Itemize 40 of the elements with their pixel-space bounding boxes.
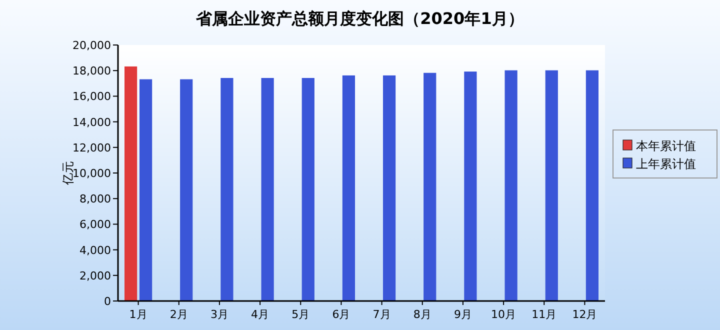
x-tick-label: 3月 (210, 308, 228, 321)
bar (139, 79, 152, 302)
x-tick-label: 7月 (372, 308, 391, 321)
y-tick-label: 16,000 (72, 90, 111, 104)
bar (545, 70, 558, 302)
y-tick-label: 12,000 (72, 141, 111, 154)
y-axis-title: 亿元 (61, 161, 75, 186)
bar (586, 70, 599, 302)
x-tick-label: 11月 (532, 308, 557, 321)
legend-label: 本年累计值 (636, 139, 696, 153)
y-tick-label: 2,000 (80, 269, 111, 282)
bar (382, 75, 396, 302)
y-tick-label: 10,000 (72, 167, 111, 180)
x-tick-label: 2月 (170, 308, 188, 321)
x-tick-label: 5月 (292, 308, 310, 321)
y-tick-label: 18,000 (72, 64, 111, 78)
y-tick-label: 20,000 (72, 39, 111, 52)
y-tick-label: 4,000 (80, 244, 111, 257)
x-tick-label: 8月 (413, 308, 432, 321)
bar (464, 72, 477, 302)
bar (302, 78, 314, 302)
x-tick-label: 12月 (572, 308, 598, 321)
x-tick-label: 6月 (332, 308, 350, 321)
chart-title: 省属企业资产总额月度变化图（2020年1月） (195, 9, 524, 28)
y-tick-label: 0 (104, 295, 111, 308)
legend: 本年累计值 上年累计值 (612, 130, 718, 178)
x-tick-label: 4月 (251, 308, 270, 321)
y-tick-label: 8,000 (80, 192, 111, 206)
bar (124, 66, 138, 302)
bar (424, 72, 436, 302)
bar (220, 78, 234, 302)
y-tick-label: 6,000 (80, 218, 111, 232)
bar (504, 70, 518, 302)
y-tick-label: 14,000 (72, 116, 111, 129)
x-tick-label: 10月 (491, 308, 516, 321)
x-tick-label: 1月 (129, 308, 148, 321)
bar (261, 78, 274, 302)
bar (180, 79, 193, 302)
x-tick-label: 9月 (454, 308, 472, 321)
bar (342, 75, 356, 302)
